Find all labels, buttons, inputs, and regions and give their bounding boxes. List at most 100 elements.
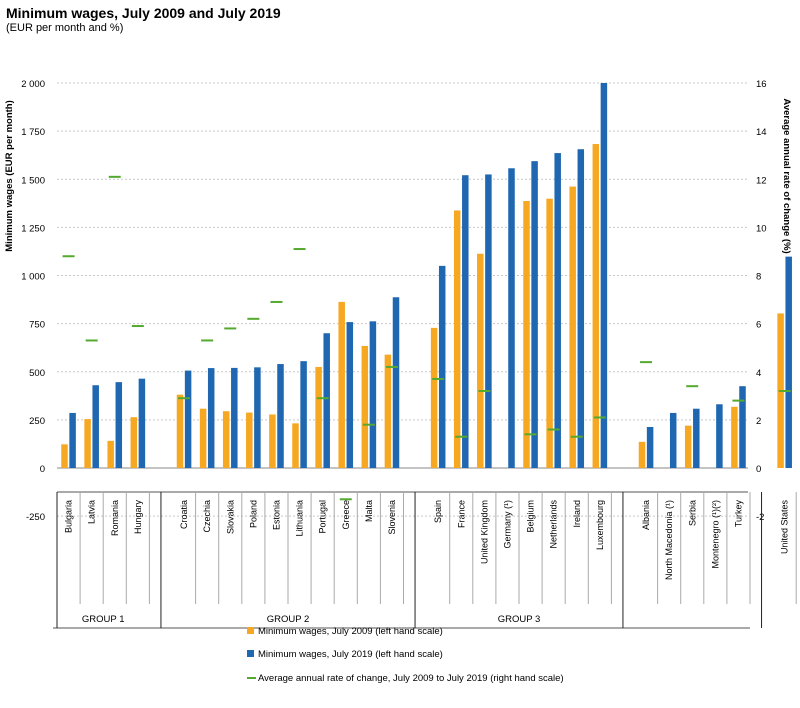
legend-entry: Minimum wages, July 2009 (left hand scal…	[258, 626, 443, 637]
bar-2019	[693, 408, 700, 468]
y2-axis-title: Average annual rate of change (%)	[781, 98, 792, 253]
y2-tick-label: 10	[756, 223, 767, 234]
category-label: Belgium	[526, 500, 536, 533]
legend-swatch-2009	[247, 627, 254, 634]
y2-tick-label: 6	[756, 320, 761, 331]
category-label: France	[456, 500, 466, 528]
bar-2019	[462, 175, 469, 468]
bar-2019	[231, 367, 238, 468]
y-tick-label: 0	[40, 464, 45, 475]
bar-2009	[176, 394, 184, 468]
y2-tick-label: 4	[756, 368, 761, 379]
y2-tick-label: 8	[756, 272, 761, 283]
category-label: Estonia	[271, 500, 281, 530]
bar-2019	[438, 265, 446, 468]
bar-2019	[254, 367, 261, 468]
category-label: Serbia	[687, 500, 697, 526]
category-label: Bulgaria	[64, 500, 74, 533]
bar-2009	[246, 412, 253, 468]
bar-2009	[315, 366, 322, 468]
y-axis-title: Minimum wages (EUR per month)	[4, 100, 15, 251]
bar-2019	[785, 256, 792, 468]
bar-2009	[338, 301, 345, 468]
bar-2009	[84, 419, 91, 468]
category-label: Croatia	[179, 500, 189, 529]
bar-2019	[184, 370, 192, 468]
legend-entry: Minimum wages, July 2019 (left hand scal…	[258, 649, 443, 660]
y-tick-label: 2 000	[21, 79, 45, 90]
bar-2009	[453, 210, 461, 468]
bar-2019	[554, 153, 561, 468]
category-label: Spain	[433, 500, 443, 523]
chart-subtitle: (EUR per month and %)	[6, 22, 124, 34]
bar-2009	[292, 423, 299, 468]
category-label: Luxembourg	[595, 500, 605, 550]
bar-2009	[130, 417, 138, 468]
bar-2019	[577, 149, 585, 468]
bar-2019	[323, 333, 330, 468]
y-tick-label: 750	[29, 320, 45, 331]
bar-2009	[569, 186, 576, 468]
bar-2019	[92, 385, 99, 468]
bar-2009	[684, 425, 692, 468]
bar-2019	[739, 386, 746, 468]
category-label: North Macedonia (¹)	[664, 500, 674, 580]
bar-2009	[477, 253, 484, 468]
bar-2009	[592, 144, 600, 468]
bar-2009	[61, 444, 68, 468]
bar-2019	[669, 412, 677, 468]
category-label: Latvia	[87, 500, 97, 524]
bar-2009	[546, 198, 553, 468]
bar-2009	[638, 441, 646, 468]
legend-swatch-2019	[247, 650, 254, 657]
y-tick-label: 1 000	[21, 272, 45, 283]
category-label: Albania	[641, 500, 651, 530]
bar-2019	[115, 382, 123, 468]
bar-2009	[430, 327, 438, 468]
bar-2019	[392, 297, 400, 468]
bar-2009	[361, 345, 369, 468]
category-label: Portugal	[318, 500, 328, 534]
bar-2019	[646, 426, 654, 468]
category-label: Romania	[110, 500, 120, 536]
y2-tick-label: -2	[756, 512, 764, 523]
group-label: GROUP 2	[267, 614, 310, 625]
y2-tick-label: 14	[756, 127, 767, 138]
chart-title: Minimum wages, July 2009 and July 2019	[6, 5, 281, 21]
bar-2009	[222, 411, 230, 468]
bar-2009	[523, 201, 530, 468]
category-label: Netherlands	[549, 500, 559, 549]
category-label: Greece	[341, 500, 351, 530]
y-tick-label: 1 500	[21, 175, 45, 186]
bar-2009	[731, 406, 738, 468]
y2-tick-label: 2	[756, 416, 761, 427]
category-label: Slovakia	[225, 500, 235, 534]
category-label: United Kingdom	[479, 500, 489, 564]
bar-2019	[300, 361, 307, 468]
y-tick-label: 1 750	[21, 127, 45, 138]
bar-2019	[716, 404, 723, 468]
legend-entry: Average annual rate of change, July 2009…	[258, 673, 564, 684]
bar-2019	[600, 83, 608, 468]
bar-2009	[107, 440, 114, 468]
bar-2019	[369, 321, 377, 468]
category-label: Ireland	[572, 500, 582, 528]
bar-2019	[346, 322, 354, 468]
bar-2019	[69, 412, 76, 468]
bar-2019	[277, 364, 284, 468]
bar-2009	[199, 408, 207, 468]
group-label: GROUP 3	[498, 614, 541, 625]
bar-2019	[485, 174, 492, 468]
y2-tick-label: 0	[756, 464, 761, 475]
category-label: Hungary	[133, 500, 143, 535]
category-label: Germany (¹)	[502, 500, 512, 549]
bar-2019	[207, 368, 215, 468]
bar-2009	[384, 354, 392, 468]
bar-2019	[508, 168, 515, 468]
category-label: Montenegro (¹)(²)	[710, 500, 720, 569]
category-label: United States	[780, 500, 790, 555]
y2-tick-label: 16	[756, 79, 767, 90]
y2-tick-label: 12	[756, 175, 767, 186]
group-label: GROUP 1	[82, 614, 125, 625]
